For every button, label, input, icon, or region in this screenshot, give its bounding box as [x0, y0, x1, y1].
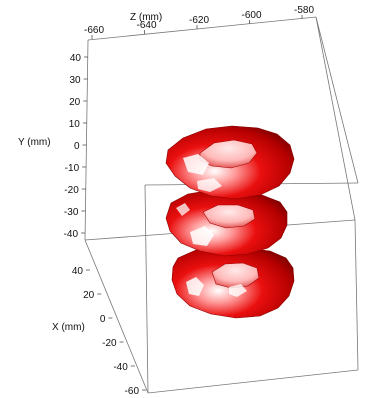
box-edge-depth-bottom-right	[354, 219, 359, 371]
y-tick-label: 0	[74, 141, 80, 152]
ring-stack	[165, 125, 295, 319]
box-edge-back-right	[315, 16, 356, 221]
z-axis-label: Z (mm)	[130, 12, 162, 23]
y-axis-label: Y (mm)	[18, 137, 51, 148]
x-tick-label: 20	[83, 290, 95, 301]
y-tick-label: -20	[64, 185, 79, 196]
z-tick-label: -660	[84, 25, 104, 36]
torus-highlight	[229, 284, 247, 297]
box-edge-front-bottom	[147, 369, 359, 394]
y-tick-label: -40	[64, 229, 79, 240]
z-tick-label: -640	[136, 20, 156, 31]
box-edge-back-left	[84, 39, 89, 241]
torus-surface	[165, 189, 288, 257]
y-tick-label: 30	[70, 75, 82, 86]
torus-highlight	[190, 226, 214, 246]
box-edge-back-top	[87, 16, 317, 41]
x-axis: X (mm) 40 20 0 -20 -40 -60	[52, 266, 146, 397]
x-tick-label: -40	[113, 362, 128, 373]
x-axis-label: X (mm)	[52, 322, 85, 333]
box-edge-front-left	[144, 184, 149, 394]
z-tick-label: -580	[294, 5, 314, 16]
y-tick-label: 20	[69, 97, 81, 108]
x-tick-label: -20	[102, 338, 117, 349]
x-tick-label: 40	[72, 266, 84, 277]
box-edge-depth-bottom-left	[84, 239, 149, 394]
y-tick-label: 40	[70, 53, 82, 64]
torus-surface	[171, 245, 295, 319]
torus-surface	[165, 125, 295, 200]
z-tick-label: -620	[189, 15, 209, 26]
torus-highlight	[183, 154, 209, 175]
z-tick-label: -600	[241, 10, 261, 21]
y-tick-label: -10	[65, 163, 80, 174]
x-tick-label: -60	[125, 386, 140, 397]
torus-highlight	[176, 203, 190, 216]
torus-highlight	[186, 277, 204, 296]
z-axis: Z (mm) -660 -640 -620 -600 -580	[84, 5, 314, 39]
y-tick-label: -30	[64, 207, 79, 218]
x-tick-label: 0	[100, 314, 106, 325]
box-edge-depth-top-right	[315, 16, 359, 184]
y-tick-label: 10	[69, 119, 81, 130]
torus-highlight	[197, 178, 222, 192]
y-axis: Y (mm) 40 30 20 10 0 -10 -20 -30 -40	[18, 53, 88, 240]
torus-hole	[202, 204, 256, 229]
torus-hole	[211, 262, 260, 289]
